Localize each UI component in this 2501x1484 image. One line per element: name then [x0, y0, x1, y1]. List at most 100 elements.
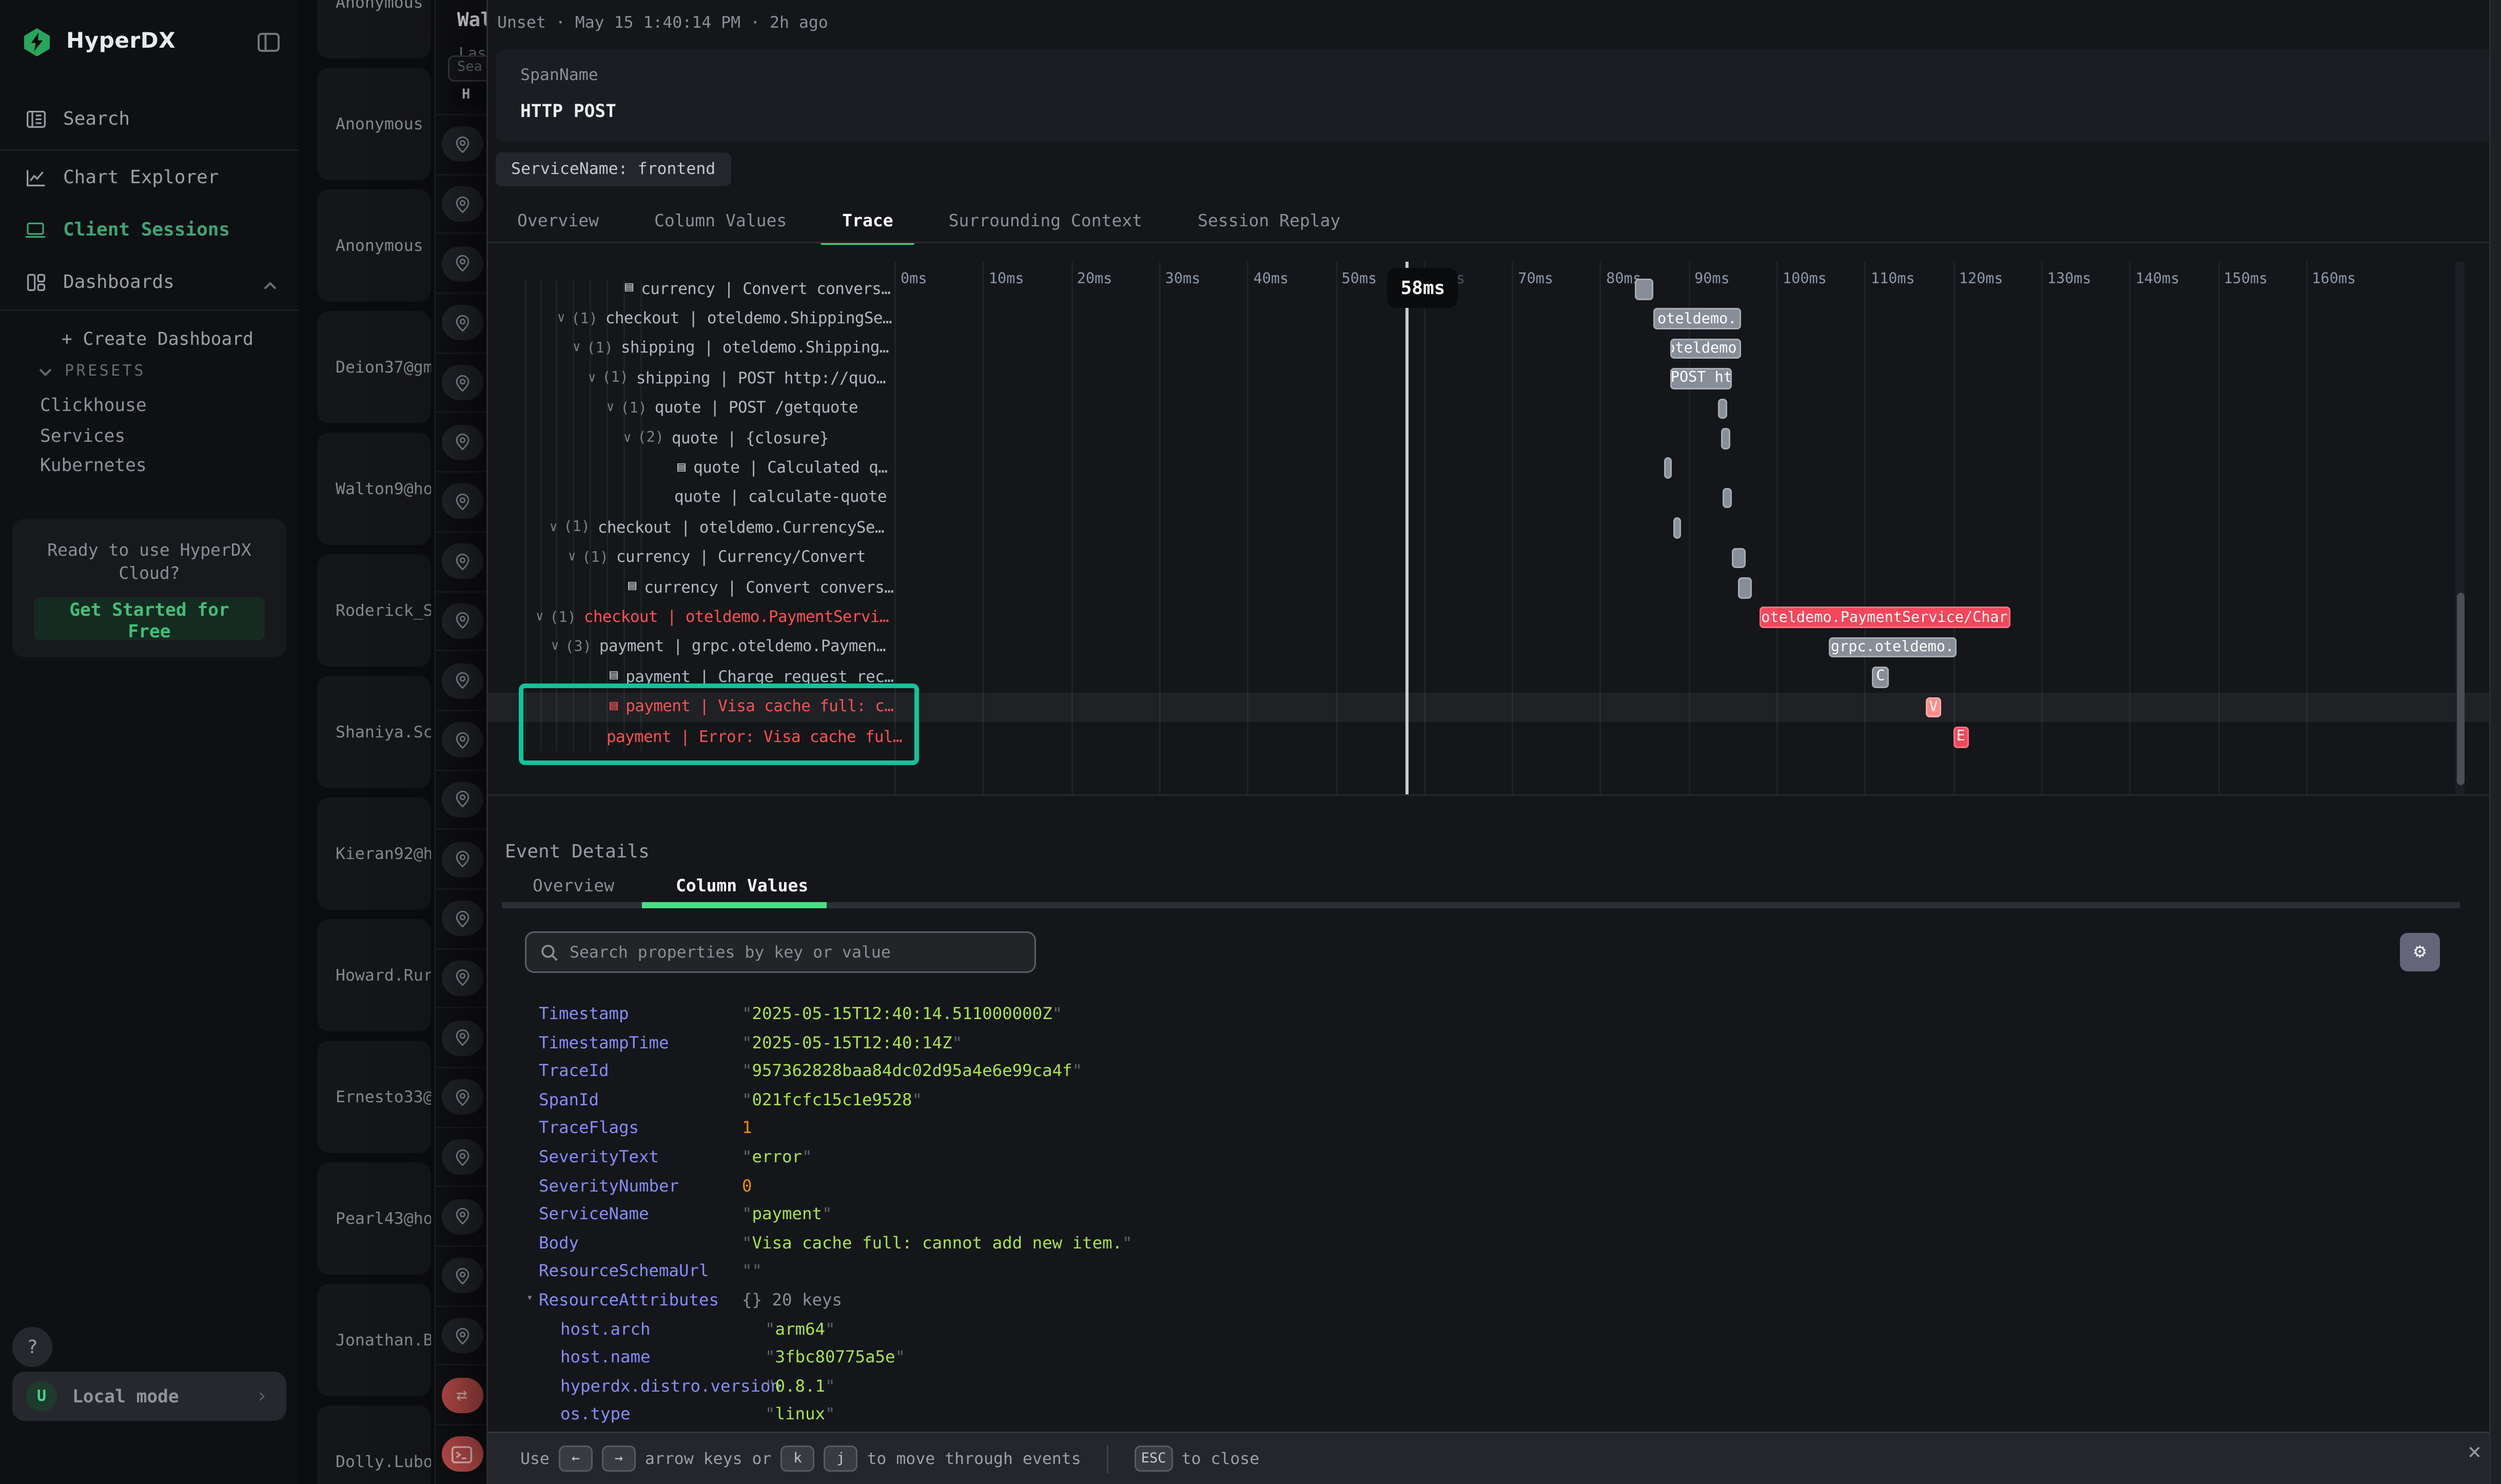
trace-tree-row[interactable]: ∨ (1) checkout | oteldemo.ShippingSe…: [488, 304, 951, 334]
help-button[interactable]: ?: [12, 1327, 52, 1367]
property-row[interactable]: TraceId "957362828baa84dc02d95a4e6e99ca4f…: [488, 1058, 2501, 1087]
session-event-row[interactable]: [436, 1424, 488, 1483]
property-row[interactable]: Timestamp "2025-05-15T12:40:14.511000000Z…: [488, 1001, 2501, 1029]
property-row[interactable]: TraceFlags 1: [488, 1115, 2501, 1144]
span-bar[interactable]: oteldemo.: [1670, 338, 1742, 359]
property-row[interactable]: hyperdx.distro.version "0.8.1": [488, 1373, 2501, 1401]
sidebar-item-chart-explorer[interactable]: Chart Explorer: [0, 157, 299, 197]
property-row[interactable]: host.name "3fbc80775a5e": [488, 1344, 2501, 1373]
chevron-down-icon[interactable]: ∨: [557, 311, 565, 327]
session-card[interactable]: Anonymous: [317, 0, 431, 58]
session-event-row[interactable]: [436, 947, 488, 1007]
session-event-row[interactable]: [436, 709, 488, 769]
session-event-row[interactable]: [436, 1245, 488, 1305]
chevron-down-icon[interactable]: ∨: [568, 550, 576, 565]
event-details-tab-overview[interactable]: Overview: [533, 876, 614, 896]
session-event-row[interactable]: [436, 888, 488, 948]
session-card[interactable]: Kieran92@h: [317, 797, 431, 910]
session-card[interactable]: Dolly.Lubo: [317, 1405, 431, 1484]
session-event-row[interactable]: [436, 114, 488, 173]
session-event-row[interactable]: [436, 173, 488, 233]
session-event-row[interactable]: [436, 531, 488, 590]
span-bar[interactable]: oteldemo.PaymentService/Char: [1758, 607, 2010, 628]
session-event-row[interactable]: [436, 828, 488, 888]
span-bar[interactable]: V: [1925, 696, 1942, 718]
session-card[interactable]: Howard.Rur: [317, 919, 431, 1031]
chevron-down-icon[interactable]: ∨: [550, 520, 558, 536]
chevron-down-icon[interactable]: ∨: [536, 610, 544, 626]
chevron-down-icon[interactable]: ∨: [551, 639, 559, 655]
get-started-button[interactable]: Get Started for Free: [34, 597, 265, 642]
tab-overview[interactable]: Overview: [517, 210, 599, 230]
session-event-row[interactable]: [436, 352, 488, 412]
trace-tree-row[interactable]: ∨ (1) shipping | POST http://quo…: [488, 364, 982, 394]
span-bar[interactable]: E: [1952, 727, 1969, 748]
session-card[interactable]: Jonathan.B: [317, 1284, 431, 1396]
trace-tree-row[interactable]: ∨ (1) quote | POST /getquote: [488, 394, 1001, 423]
local-mode-button[interactable]: U Local mode ›: [12, 1372, 286, 1421]
session-event-row[interactable]: [436, 412, 488, 471]
session-event-row[interactable]: [436, 1007, 488, 1067]
session-event-row[interactable]: [436, 1067, 488, 1126]
preset-item-kubernetes[interactable]: Kubernetes: [40, 454, 147, 476]
mini-button[interactable]: H: [453, 86, 488, 106]
session-card[interactable]: Deion37@gm: [317, 311, 431, 423]
session-card[interactable]: Walton9@ho: [317, 433, 431, 545]
session-card[interactable]: Pearl43@ho: [317, 1162, 431, 1275]
session-event-row[interactable]: [436, 1186, 488, 1245]
trace-tree-row[interactable]: ∨ (1) currency | Currency/Convert: [488, 543, 962, 573]
session-event-row[interactable]: [436, 1305, 488, 1364]
trace-tree-row[interactable]: ▤ quote | Calculated q…: [488, 453, 1071, 483]
chevron-down-icon[interactable]: ∨: [573, 341, 581, 357]
span-bar[interactable]: [1673, 517, 1682, 539]
gear-icon[interactable]: ⚙: [2400, 933, 2440, 971]
trace-tree-row[interactable]: ∨ (1) shipping | oteldemo.Shipping…: [488, 334, 967, 363]
span-bar[interactable]: [1738, 577, 1752, 598]
sidebar-collapse-icon[interactable]: [257, 32, 280, 52]
property-row[interactable]: ServiceName "payment": [488, 1201, 2501, 1230]
trace-scrollbar-thumb[interactable]: [2456, 593, 2464, 785]
property-row[interactable]: ResourceSchemaUrl "": [488, 1258, 2501, 1287]
caret-icon[interactable]: ▾: [526, 1292, 533, 1304]
trace-tree-row[interactable]: ▤ payment | Visa cache full: c…: [488, 692, 1004, 722]
trace-tree-row[interactable]: payment | Error: Visa cache ful…: [488, 722, 1001, 752]
session-event-row[interactable]: [436, 292, 488, 352]
span-bar[interactable]: [1718, 398, 1728, 419]
property-search-input[interactable]: Search properties by key or value: [525, 931, 1036, 973]
trace-tree-row[interactable]: quote | calculate-quote: [488, 483, 1068, 513]
chevron-down-icon[interactable]: ∨: [623, 431, 632, 446]
property-row[interactable]: SeverityText "error": [488, 1144, 2501, 1173]
session-card[interactable]: Roderick_S: [317, 554, 431, 667]
span-bar[interactable]: [1732, 547, 1746, 569]
create-dashboard-button[interactable]: + Create Dashboard: [62, 328, 253, 349]
session-event-row[interactable]: [436, 233, 488, 292]
span-bar[interactable]: [1635, 279, 1653, 300]
session-event-row[interactable]: [436, 650, 488, 710]
span-bar[interactable]: POST ht: [1670, 368, 1733, 389]
tab-trace[interactable]: Trace: [820, 197, 915, 245]
chevron-down-icon[interactable]: ∨: [588, 370, 596, 386]
session-event-row[interactable]: [436, 769, 488, 829]
trace-tree-row[interactable]: ∨ (1) checkout | oteldemo.PaymentServi…: [488, 602, 930, 632]
session-card[interactable]: Anonymous: [317, 68, 431, 180]
mini-search-input[interactable]: Sea: [448, 55, 488, 82]
sidebar-item-dashboards[interactable]: Dashboards: [0, 262, 299, 302]
session-card[interactable]: Shaniya.Sc: [317, 676, 431, 788]
service-name-tag[interactable]: ServiceName: frontend: [496, 152, 731, 186]
trace-tree-row[interactable]: ▤ currency | Convert convers…: [488, 573, 1022, 602]
session-card[interactable]: Anonymous: [317, 189, 431, 302]
sidebar-item-client-sessions[interactable]: Client Sessions: [0, 209, 299, 249]
property-row[interactable]: host.arch "arm64": [488, 1316, 2501, 1344]
trace-tree-row[interactable]: ∨ (3) payment | grpc.oteldemo.Paymen…: [488, 632, 945, 662]
property-row[interactable]: SeverityNumber 0: [488, 1173, 2501, 1201]
trace-tree-row[interactable]: ∨ (2) quote | {closure}: [488, 423, 1018, 453]
preset-item-services[interactable]: Services: [40, 424, 126, 446]
span-bar[interactable]: [1723, 487, 1732, 509]
property-row[interactable]: TimestampTime "2025-05-15T12:40:14Z": [488, 1029, 2501, 1058]
session-event-row[interactable]: [436, 471, 488, 531]
span-bar[interactable]: oteldemo.: [1653, 308, 1742, 329]
trace-tree-row[interactable]: ▤ currency | Convert convers…: [488, 274, 1019, 304]
property-row[interactable]: SpanId "021fcfc15c1e9528": [488, 1086, 2501, 1115]
span-bar[interactable]: [1663, 458, 1673, 479]
session-event-row[interactable]: ⇄: [436, 1364, 488, 1424]
